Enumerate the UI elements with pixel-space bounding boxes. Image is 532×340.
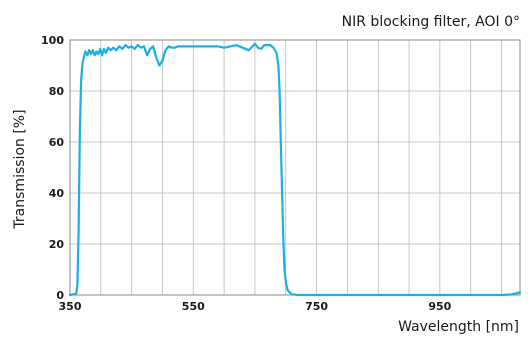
x-axis-label: Wavelength [nm] — [398, 319, 519, 335]
plot-frame — [69, 39, 521, 296]
x-tick-label: 550 — [182, 300, 205, 313]
tick-layer: 0 20 40 60 80 100 350 550 750 950 — [41, 34, 452, 313]
y-tick-label: 40 — [49, 187, 65, 200]
series-layer — [68, 42, 522, 297]
x-tick-label: 750 — [305, 300, 328, 313]
grid-layer — [69, 39, 521, 296]
y-tick-label: 100 — [41, 34, 64, 47]
x-tick-label: 350 — [59, 300, 82, 313]
x-tick-label: 950 — [428, 300, 451, 313]
y-tick-label: 80 — [49, 85, 65, 98]
transmission-curve — [68, 42, 522, 297]
chart-title: NIR blocking filter, AOI 0° — [342, 14, 520, 30]
y-tick-label: 20 — [49, 238, 65, 251]
y-axis-label: Transmission [%] — [12, 109, 28, 229]
y-tick-label: 60 — [49, 136, 65, 149]
y-tick-label: 0 — [56, 289, 64, 302]
